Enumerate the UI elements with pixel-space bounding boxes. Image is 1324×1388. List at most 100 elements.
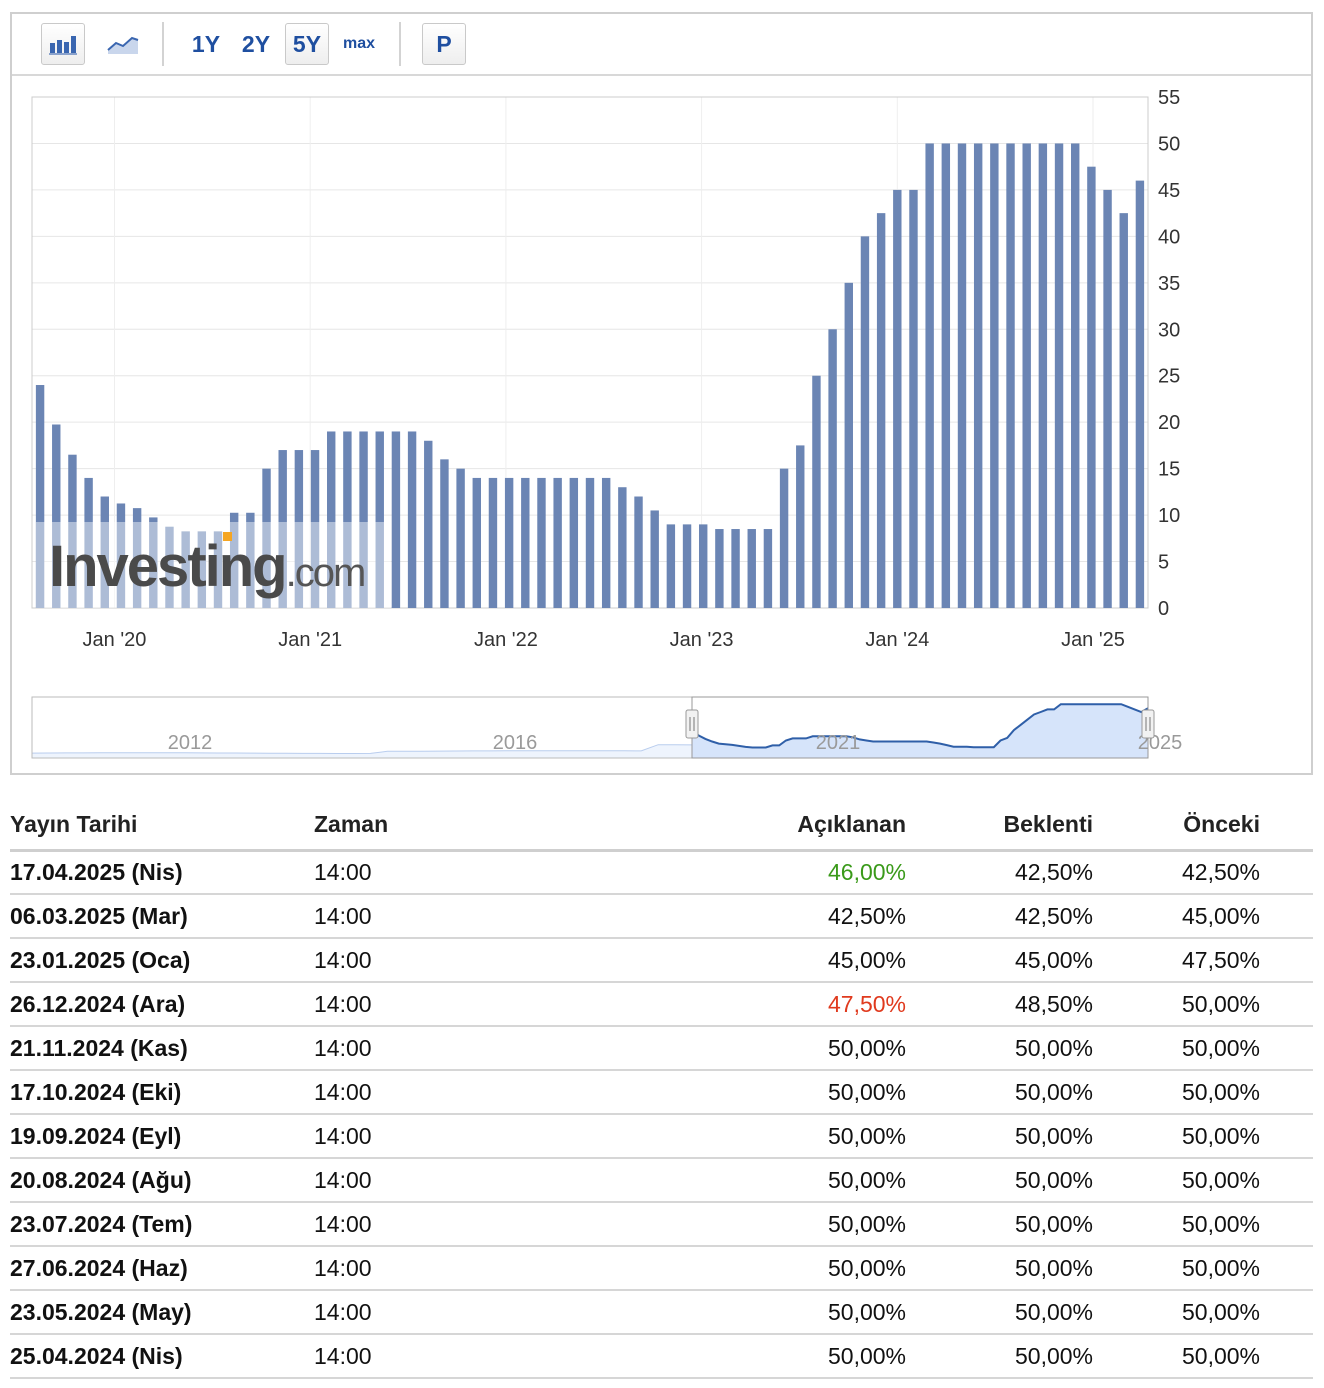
row-previous: 50,00% — [1093, 1334, 1260, 1379]
bar-chart-button[interactable] — [41, 23, 85, 65]
chart-bar[interactable] — [359, 431, 368, 608]
chart-bar[interactable] — [747, 529, 756, 608]
chart-bar[interactable] — [456, 468, 465, 608]
navigator-right-handle[interactable] — [1141, 709, 1155, 739]
chart-bar[interactable] — [278, 450, 287, 608]
chart-bar[interactable] — [941, 143, 951, 609]
chart-bar[interactable] — [812, 375, 821, 608]
chart-bar[interactable] — [553, 477, 562, 608]
chart-bar[interactable] — [327, 431, 336, 608]
chart-bar[interactable] — [666, 524, 676, 608]
chart-bar[interactable] — [488, 477, 498, 608]
row-previous: 50,00% — [1093, 1070, 1260, 1115]
header-previous[interactable]: Önceki — [1093, 800, 1260, 852]
chart-bar[interactable] — [1119, 213, 1128, 609]
navigator-year-label: 2021 — [816, 732, 861, 754]
row-time: 14:00 — [314, 982, 534, 1027]
chart-svg: Investing.com 0 5 10 15 20 25 30 35 40 45 50 55 Jan… — [31, 87, 1182, 759]
chart-bar[interactable] — [585, 477, 595, 608]
investing-watermark: Investing.com — [36, 522, 391, 608]
chart-bar[interactable] — [213, 531, 223, 608]
chart-bar[interactable] — [682, 524, 692, 608]
range-navigator[interactable]: 2012 2016 2021 2025 — [31, 696, 1182, 759]
chart-bar[interactable] — [779, 468, 789, 608]
row-forecast: 50,00% — [906, 1290, 1093, 1335]
chart-bar[interactable] — [521, 477, 530, 608]
chart-bar[interactable] — [294, 450, 304, 608]
chart-bar[interactable] — [35, 385, 45, 608]
range-1y-button[interactable]: 1Y — [191, 30, 221, 57]
line-chart-button[interactable] — [101, 23, 145, 65]
chart-bar[interactable] — [569, 477, 579, 608]
chart-bar[interactable] — [1022, 143, 1031, 609]
chart-bar[interactable] — [100, 496, 109, 608]
header-date[interactable]: Yayın Tarihi — [10, 800, 314, 852]
chart-bar[interactable] — [52, 424, 61, 608]
row-previous: 50,00% — [1093, 1026, 1260, 1071]
chart-bar[interactable] — [375, 431, 384, 608]
chart-bar[interactable] — [310, 450, 320, 608]
header-spacer — [1260, 800, 1313, 852]
chart-bar[interactable] — [715, 529, 724, 608]
chart-bar[interactable] — [860, 236, 870, 608]
chart-bar[interactable] — [165, 526, 174, 608]
chart-bar[interactable] — [893, 189, 902, 608]
header-actual[interactable]: Açıklanan — [534, 800, 906, 852]
chart-bar[interactable] — [1006, 143, 1015, 609]
chart-bar[interactable] — [149, 517, 158, 608]
chart-bar[interactable] — [601, 477, 611, 608]
chart-bar[interactable] — [391, 431, 401, 608]
chart-bar[interactable] — [1087, 166, 1096, 608]
chart-bar[interactable] — [181, 531, 190, 608]
y-tick-label: 35 — [1158, 273, 1180, 295]
chart-bar[interactable] — [84, 477, 93, 608]
chart-bar[interactable] — [957, 143, 967, 609]
chart-bar[interactable] — [440, 459, 449, 608]
chart-bar[interactable] — [229, 512, 239, 608]
header-time[interactable]: Zaman — [314, 800, 534, 852]
chart-bar[interactable] — [68, 454, 77, 608]
chart-bar[interactable] — [990, 143, 999, 609]
row-actual: 50,00% — [534, 1114, 906, 1159]
chart-bar[interactable] — [262, 468, 271, 608]
chart-bar[interactable] — [407, 431, 417, 608]
range-2y-button[interactable]: 2Y — [241, 30, 271, 57]
chart-bar[interactable] — [796, 445, 805, 608]
chart-bar[interactable] — [909, 189, 918, 608]
chart-bar[interactable] — [618, 487, 627, 608]
chart-bar[interactable] — [537, 477, 546, 608]
chart-bar[interactable] — [1135, 180, 1145, 609]
range-5y-button[interactable]: 5Y — [285, 23, 329, 65]
chart-bar[interactable] — [116, 503, 126, 608]
chart-bar[interactable] — [973, 143, 983, 609]
header-forecast[interactable]: Beklenti — [906, 800, 1093, 852]
chart-bar[interactable] — [699, 524, 708, 608]
row-date: 06.03.2025 (Mar) — [10, 894, 314, 939]
chart-bar[interactable] — [424, 440, 433, 608]
chart-bar[interactable] — [472, 477, 481, 608]
chart-bar[interactable] — [844, 282, 853, 608]
chart-bar[interactable] — [1103, 189, 1112, 608]
row-date: 23.01.2025 (Oca) — [10, 938, 314, 983]
chart-bar[interactable] — [925, 143, 934, 609]
chart-bar[interactable] — [828, 329, 837, 608]
chart-bar[interactable] — [504, 477, 514, 608]
watermark-dot — [223, 532, 232, 541]
chart-bar[interactable] — [1071, 143, 1080, 609]
range-max-button[interactable]: max — [342, 35, 376, 52]
chart-bar[interactable] — [197, 531, 207, 608]
p-button[interactable]: P — [422, 23, 466, 65]
chart-bar[interactable] — [763, 529, 773, 608]
chart-bar[interactable] — [343, 431, 352, 608]
chart-bar[interactable] — [731, 529, 740, 608]
chart-bar[interactable] — [246, 512, 255, 608]
navigator-left-handle[interactable] — [685, 709, 699, 739]
chart-bar[interactable] — [876, 213, 886, 609]
chart-bar[interactable] — [1038, 143, 1048, 609]
table-row: 19.09.2024 (Eyl) 14:00 50,00% 50,00% 50,00% — [10, 1114, 1313, 1159]
chart-bar[interactable] — [650, 510, 659, 608]
y-tick-label: 20 — [1158, 412, 1180, 434]
chart-bar[interactable] — [1054, 143, 1064, 609]
chart-bar[interactable] — [132, 508, 142, 608]
chart-bar[interactable] — [634, 496, 643, 608]
